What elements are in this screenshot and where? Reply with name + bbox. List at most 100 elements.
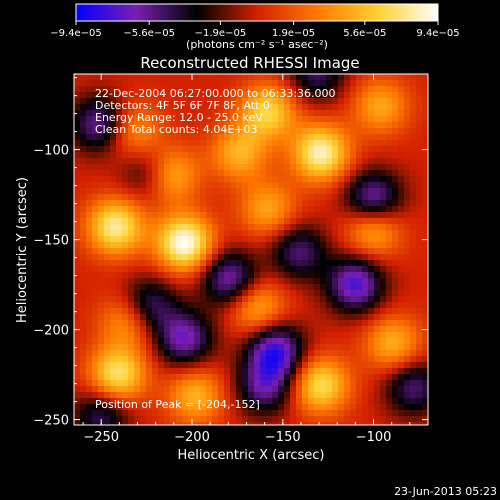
heatmap-cell bbox=[308, 110, 315, 117]
heatmap-cell bbox=[194, 224, 201, 231]
heatmap-cell bbox=[92, 326, 99, 333]
heatmap-cell bbox=[284, 218, 291, 225]
heatmap-cell bbox=[404, 284, 411, 291]
heatmap-cell bbox=[116, 278, 123, 285]
heatmap-cell bbox=[230, 188, 237, 195]
heatmap-cell bbox=[302, 320, 309, 327]
heatmap-cell bbox=[380, 188, 387, 195]
heatmap-cell bbox=[356, 356, 363, 363]
heatmap-cell bbox=[404, 92, 411, 99]
heatmap-cell bbox=[242, 212, 249, 219]
heatmap-cell bbox=[152, 188, 159, 195]
heatmap-cell bbox=[176, 110, 183, 117]
heatmap-cell bbox=[230, 392, 237, 399]
heatmap-cell bbox=[332, 326, 339, 333]
heatmap-cell bbox=[314, 116, 321, 123]
heatmap-cell bbox=[92, 110, 99, 117]
heatmap-cell bbox=[224, 386, 231, 393]
heatmap-cell bbox=[122, 158, 129, 165]
heatmap-cell bbox=[110, 368, 117, 375]
heatmap-cell bbox=[218, 98, 225, 105]
heatmap-cell bbox=[404, 422, 411, 425]
heatmap-cell bbox=[350, 368, 357, 375]
heatmap-cell bbox=[86, 236, 93, 243]
heatmap-cell bbox=[368, 410, 375, 417]
heatmap-cell bbox=[116, 158, 123, 165]
heatmap-cell bbox=[224, 248, 231, 255]
heatmap-cell bbox=[374, 86, 381, 93]
heatmap-cell bbox=[236, 230, 243, 237]
heatmap-cell bbox=[242, 110, 249, 117]
heatmap-cell bbox=[110, 110, 117, 117]
heatmap-cell bbox=[236, 128, 243, 135]
heatmap-cell bbox=[80, 380, 87, 387]
heatmap-cell bbox=[314, 260, 321, 267]
heatmap-cell bbox=[122, 104, 129, 111]
heatmap-cell bbox=[332, 278, 339, 285]
heatmap-cell bbox=[386, 230, 393, 237]
heatmap-cell bbox=[164, 362, 171, 369]
heatmap-cell bbox=[110, 314, 117, 321]
heatmap-cell bbox=[308, 374, 315, 381]
heatmap-cell bbox=[398, 92, 405, 99]
heatmap-cell bbox=[110, 344, 117, 351]
colorbar-unit-label: (photons cm⁻² s⁻¹ asec⁻²) bbox=[186, 38, 328, 51]
heatmap-cell bbox=[392, 182, 399, 189]
heatmap-cell bbox=[236, 368, 243, 375]
heatmap-cell bbox=[296, 422, 303, 425]
heatmap-cell bbox=[80, 404, 87, 411]
heatmap-cell bbox=[218, 416, 225, 423]
heatmap-cell bbox=[164, 350, 171, 357]
heatmap-cell bbox=[86, 116, 93, 123]
heatmap-cell bbox=[386, 200, 393, 207]
heatmap-cell bbox=[92, 278, 99, 285]
heatmap-cell bbox=[290, 98, 297, 105]
heatmap-cell bbox=[398, 356, 405, 363]
heatmap-cell bbox=[206, 254, 213, 261]
heatmap-cell bbox=[410, 386, 417, 393]
heatmap-cell bbox=[350, 254, 357, 261]
heatmap-cell bbox=[338, 110, 345, 117]
heatmap-cell bbox=[392, 338, 399, 345]
heatmap-cell bbox=[320, 392, 327, 399]
heatmap-cell bbox=[110, 398, 117, 405]
heatmap-cell bbox=[176, 308, 183, 315]
heatmap-cell bbox=[284, 392, 291, 399]
heatmap-cell bbox=[386, 152, 393, 159]
heatmap-cell bbox=[278, 86, 285, 93]
heatmap-cell bbox=[158, 332, 165, 339]
heatmap-cell bbox=[362, 278, 369, 285]
heatmap-cell bbox=[98, 404, 105, 411]
heatmap-cell bbox=[98, 308, 105, 315]
heatmap-cell bbox=[350, 350, 357, 357]
heatmap-cell bbox=[314, 296, 321, 303]
heatmap-cell bbox=[266, 164, 273, 171]
heatmap-cell bbox=[98, 140, 105, 147]
heatmap-cell bbox=[404, 296, 411, 303]
heatmap-cell bbox=[320, 404, 327, 411]
heatmap-cell bbox=[326, 266, 333, 273]
heatmap-cell bbox=[380, 416, 387, 423]
heatmap-cell bbox=[146, 392, 153, 399]
heatmap-cell bbox=[80, 236, 87, 243]
heatmap-cell bbox=[422, 218, 428, 225]
heatmap-cell bbox=[122, 392, 129, 399]
annotation-line: 22-Dec-2004 06:27:00.000 to 06:33:36.000 bbox=[95, 87, 336, 100]
heatmap-cell bbox=[272, 212, 279, 219]
heatmap-cell bbox=[242, 170, 249, 177]
heatmap-cell bbox=[260, 308, 267, 315]
heatmap-cell bbox=[332, 374, 339, 381]
heatmap-cell bbox=[104, 188, 111, 195]
heatmap-cell bbox=[302, 92, 309, 99]
heatmap-cell bbox=[206, 152, 213, 159]
heatmap-cell bbox=[188, 242, 195, 249]
colorbar-ticks bbox=[75, 21, 439, 25]
heatmap-cell bbox=[182, 326, 189, 333]
heatmap-cell bbox=[80, 86, 87, 93]
heatmap-cell bbox=[182, 422, 189, 425]
heatmap-cell bbox=[224, 422, 231, 425]
heatmap-cell bbox=[200, 266, 207, 273]
heatmap-cell bbox=[410, 422, 417, 425]
heatmap-cell bbox=[74, 380, 81, 387]
heatmap-cell bbox=[80, 356, 87, 363]
